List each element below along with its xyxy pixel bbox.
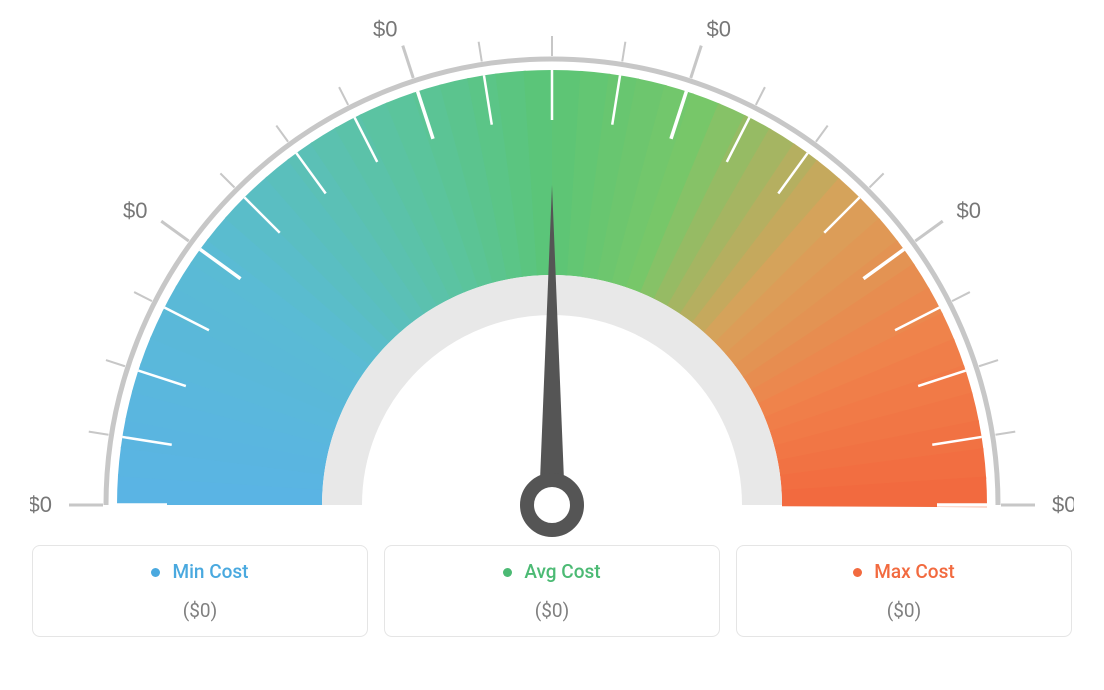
svg-text:$0: $0 (373, 16, 397, 41)
legend-dot-max (853, 568, 862, 577)
legend-value-avg: ($0) (395, 599, 709, 622)
svg-text:$0: $0 (1052, 492, 1074, 517)
svg-text:$0: $0 (123, 198, 147, 223)
svg-text:$0: $0 (707, 16, 731, 41)
legend-label-avg: Avg Cost (524, 560, 600, 583)
legend-dot-min (151, 568, 160, 577)
svg-text:$0: $0 (957, 198, 981, 223)
legend-dot-avg (503, 568, 512, 577)
legend-label-max: Max Cost (874, 560, 954, 583)
legend-row: Min Cost ($0) Avg Cost ($0) Max Cost ($0… (30, 545, 1074, 637)
legend-card-min: Min Cost ($0) (32, 545, 368, 637)
legend-label-min: Min Cost (172, 560, 248, 583)
svg-text:$0: $0 (30, 492, 52, 517)
gauge-chart: $0 $0 $0 $0 $0 $0 (30, 5, 1074, 535)
legend-value-max: ($0) (747, 599, 1061, 622)
legend-card-avg: Avg Cost ($0) (384, 545, 720, 637)
legend-card-max: Max Cost ($0) (736, 545, 1072, 637)
legend-value-min: ($0) (43, 599, 357, 622)
